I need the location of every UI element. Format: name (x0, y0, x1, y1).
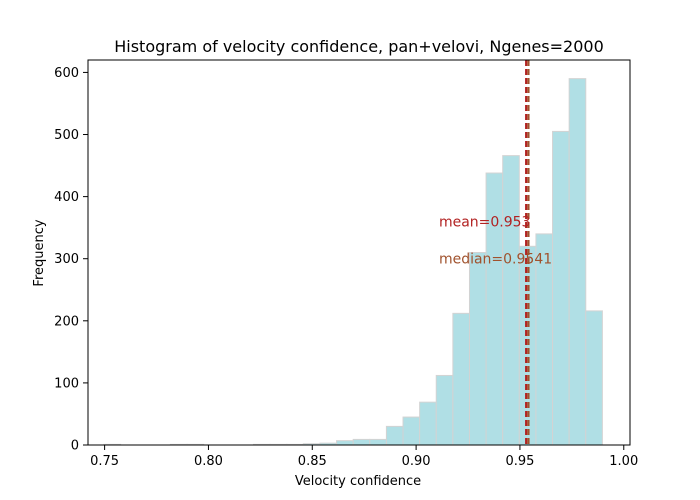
x-tick-label: 0.90 (402, 454, 431, 469)
histogram-bar (435, 374, 454, 446)
histogram-bar (385, 425, 404, 446)
histogram-bar (502, 155, 520, 446)
x-tick-label: 0.85 (298, 454, 327, 469)
median-annotation: median=0.9541 (439, 252, 552, 268)
histogram-bar (585, 310, 603, 446)
y-tick-label: 100 (54, 376, 79, 391)
y-tick-label: 300 (54, 252, 79, 267)
histogram-bar (568, 78, 587, 446)
x-axis-label: Velocity confidence (295, 474, 421, 489)
x-tick-label: 0.80 (194, 454, 223, 469)
y-axis-label: Frequency (32, 219, 47, 286)
histogram-bar (452, 312, 470, 446)
mean-annotation: mean=0.953 (439, 214, 531, 230)
bars-group (103, 78, 603, 446)
annotations-group: mean=0.953 median=0.9541 (439, 214, 552, 267)
histogram-bar (468, 252, 487, 446)
y-tick-label: 400 (54, 190, 79, 205)
x-tick-label: 0.75 (90, 454, 119, 469)
chart-title: Histogram of velocity confidence, pan+ve… (114, 37, 604, 56)
y-tick-label: 600 (54, 66, 79, 81)
histogram-bar (552, 130, 570, 446)
histogram-bar (352, 438, 371, 446)
y-tick-label: 0 (71, 439, 79, 454)
y-axis-ticks: 0 100 200 300 400 500 600 (54, 66, 88, 454)
y-tick-label: 500 (54, 128, 79, 143)
histogram-bar (402, 416, 421, 446)
histogram-bar (336, 440, 354, 446)
x-tick-label: 0.95 (505, 454, 534, 469)
y-tick-label: 200 (54, 314, 79, 329)
x-axis-ticks: 0.75 0.80 0.85 0.90 0.95 1.00 (90, 445, 638, 469)
reference-lines-group (525, 60, 530, 445)
plot-frame (87, 59, 631, 446)
x-tick-label: 1.00 (609, 454, 638, 469)
histogram-bar (419, 401, 437, 446)
histogram-bar (369, 438, 387, 446)
